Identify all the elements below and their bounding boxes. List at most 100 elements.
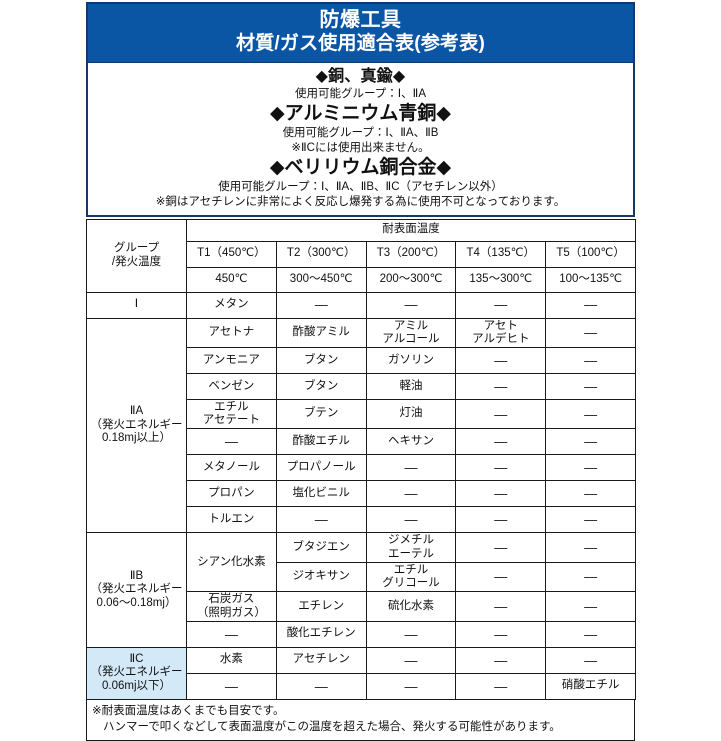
cell-line: ―: [494, 297, 508, 313]
cell-line: ブタジエン: [292, 540, 350, 553]
material-heading: ◆ベリリウム銅合金◆: [269, 156, 452, 178]
group-label-cell: ⅡA （発火エネルギー 0.18mj以上）: [86, 317, 187, 534]
gas-cell: ―: [545, 347, 637, 375]
gas-cell: ―: [455, 646, 547, 674]
gas-cell: ―: [455, 561, 547, 593]
footnote-box: ※耐表面温度はあくまでも目安です。 ハンマーで叩くなどして表面温度がこの温度を超…: [86, 699, 635, 741]
temp-range-header: 135〜300℃: [455, 266, 547, 293]
cell-line: ―: [584, 540, 598, 555]
cell-line: ―: [494, 460, 508, 476]
header-row-surface-temp: グループ /発火温度 耐表面温度: [86, 218, 637, 293]
page-title: 防爆工具: [319, 9, 402, 31]
gas-cell: トルエン: [186, 506, 277, 534]
group-label-cell: Ⅰ: [86, 291, 187, 319]
gas-cell: ―: [365, 646, 457, 674]
reference-sheet: 防爆工具 材質/ガス使用適合表(参考表) ◆銅、真鍮◆ 使用可能グループ：Ⅰ、ⅡA…: [86, 2, 637, 741]
gas-cell: エチル アセテート: [186, 399, 277, 430]
cell-line: ―: [584, 652, 598, 668]
gas-cell: 酸化エチレン: [275, 620, 367, 648]
temp-class-header: T4（135℃）: [455, 240, 547, 268]
cell-line: ―: [404, 297, 418, 313]
cell-line: ―: [584, 406, 598, 422]
gas-cell: 軽油: [365, 373, 457, 401]
cell-line: ―: [494, 486, 508, 502]
group-header-line2: /発火温度: [111, 255, 162, 268]
group-label-cell: ⅡC （発火エネルギー 0.06mj以下）: [86, 646, 187, 700]
table-row: ⅡB （発火エネルギー 0.06〜0.18mj） シアン化水素 ブタジエン ジメチル エーテ…: [86, 532, 637, 648]
gas-cell: ―: [455, 399, 547, 430]
temp-range-header: 300〜450℃: [275, 266, 367, 293]
cell-line: ―: [494, 406, 508, 422]
material-note-line: 使用可能グループ：Ⅰ、ⅡA: [294, 88, 427, 101]
cell-line: ―: [494, 626, 508, 642]
gas-cell: 石炭ガス （照明ガス）: [186, 591, 277, 622]
gas-cell: アンモニア: [186, 347, 277, 375]
cell-line: 軽油: [399, 379, 423, 392]
gas-cell: ―: [545, 291, 637, 319]
temp-range-header: 100〜135℃: [545, 266, 637, 293]
table-row: トルエン ― ― ― ―: [87, 506, 637, 534]
cell-line: アセチレン: [292, 653, 350, 666]
cell-line: 酢酸エチル: [292, 435, 350, 448]
cell-line: 酸化エチレン: [286, 627, 356, 640]
table-body: Ⅰ メタン ― ― ― ― ⅡA （発火エネルギー 0.18mj以上） アセトナ 酢酸アミル アミルア…: [86, 291, 637, 700]
material-notes-box: ◆銅、真鍮◆ 使用可能グループ：Ⅰ、ⅡA ◆アルミニウム青銅◆ 使用可能グループ：Ⅰ、…: [86, 62, 635, 217]
group-label-line: 0.06〜0.18mj）: [96, 596, 177, 609]
header-row-temp-ranges: 450℃ 300〜450℃ 200〜300℃ 135〜300℃ 100〜135℃: [87, 266, 637, 293]
gas-cell: ブタジエン: [275, 532, 367, 563]
cell-line: ―: [584, 598, 598, 614]
copper-warning-note: ※銅はアセチレンに非常によく反応し爆発する為に使用不可となっております。: [155, 195, 566, 208]
material-heading: ◆アルミニウム青銅◆: [269, 103, 452, 125]
table-row: メタノール プロパノール ― ― ―: [87, 454, 637, 482]
gas-cell: エチル グリコール: [365, 561, 457, 593]
cell-line: ―: [494, 512, 508, 528]
gas-cell: ―: [365, 506, 457, 534]
gas-cell: アセト アルデヒト: [455, 317, 547, 349]
temp-class-header: T5（100℃）: [545, 240, 637, 268]
cell-line: ―: [404, 460, 418, 476]
cell-line: ―: [314, 678, 328, 694]
cell-line: ―: [494, 378, 508, 394]
gas-cell: ―: [545, 506, 637, 534]
material-note-line: 使用可能グループ：Ⅰ、ⅡA、ⅡB: [282, 127, 439, 140]
gas-cell: ジオキサン: [275, 561, 367, 593]
material-note-line: 使用可能グループ：Ⅰ、ⅡA、ⅡB、ⅡC（アセチレン以外）: [218, 180, 503, 193]
gas-cell: 酢酸アミル: [275, 317, 367, 349]
temp-class-header: T1（450℃）: [186, 240, 277, 268]
cell-line: ―: [314, 512, 328, 528]
gas-cell: 酢酸エチル: [275, 428, 367, 456]
cell-line: 石炭ガス: [208, 593, 255, 606]
gas-cell: ―: [455, 591, 547, 622]
cell-line: アセテート: [202, 414, 261, 427]
material-heading: ◆銅、真鍮◆: [315, 68, 406, 86]
gas-cell: ヘキサン: [365, 428, 457, 456]
gas-cell: アミル アルコール: [365, 317, 457, 349]
cell-line: ―: [584, 486, 598, 502]
cell-line: アセトナ: [208, 326, 255, 339]
gas-cell: ブタン: [275, 347, 367, 375]
group-header-cell: グループ /発火温度: [86, 218, 187, 293]
cell-line: 灯油: [399, 407, 423, 420]
table-row: ― ― ― ― 硝酸エチル: [87, 672, 637, 700]
gas-cell: ―: [365, 291, 457, 319]
gas-cell: ―: [545, 620, 637, 648]
cell-line: アルコール: [382, 332, 440, 345]
gas-cell: アセトナ: [186, 317, 277, 349]
gas-cell: ―: [275, 506, 367, 534]
group-label-line: 0.06mj以下）: [101, 680, 172, 693]
table-row: ⅡA （発火エネルギー 0.18mj以上） アセトナ 酢酸アミル アミル アルコール アセトア…: [86, 317, 637, 534]
cell-line: ―: [584, 297, 598, 313]
gas-cell: ―: [455, 428, 547, 456]
document-page: 防爆工具 材質/ガス使用適合表(参考表) ◆銅、真鍮◆ 使用可能グループ：Ⅰ、ⅡA…: [86, 2, 637, 741]
cell-line: ブタン: [303, 353, 339, 366]
cell-line: ―: [494, 352, 508, 368]
cell-line: ―: [584, 378, 598, 394]
gas-cell: ―: [455, 506, 547, 534]
cell-line: 硝酸エチル: [561, 679, 620, 692]
gas-cell-merged: シアン化水素: [186, 532, 277, 593]
gas-cell: ―: [365, 480, 457, 508]
gas-cell: ―: [455, 454, 547, 482]
cell-line: ―: [494, 652, 508, 668]
group-label-line: ⅡB: [129, 569, 144, 582]
cell-line: ―: [404, 652, 418, 668]
